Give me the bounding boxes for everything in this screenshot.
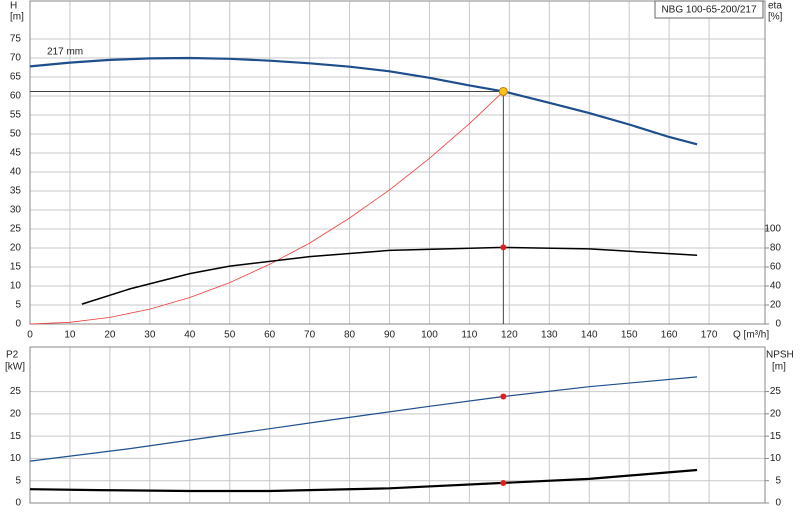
y-tick-label: 0 [15, 319, 21, 330]
chart-title: NBG 100-65-200/217 [661, 5, 757, 16]
x-tick-label: 90 [384, 330, 396, 341]
duty-point [500, 244, 507, 251]
y-tick-label: 15 [10, 262, 22, 273]
x-tick-label: 120 [501, 330, 518, 341]
y2-axis-unit: [%] [768, 12, 783, 23]
duty-point [500, 393, 507, 400]
y2-tick-label: 60 [770, 262, 782, 273]
y-tick-label: 55 [10, 110, 22, 121]
y2-axis-title: eta [768, 1, 782, 12]
x-tick-label: 150 [621, 330, 638, 341]
duty-point [500, 479, 507, 486]
y-tick-label: 10 [10, 453, 22, 464]
y-tick-label: 50 [10, 129, 22, 140]
y2-tick-label: 40 [770, 281, 782, 292]
y-tick-label: 40 [10, 167, 22, 178]
y-tick-label: 0 [15, 498, 21, 509]
y-tick-label: 35 [10, 186, 22, 197]
plot-frame [29, 0, 766, 325]
x-tick-label: 80 [344, 330, 356, 341]
y2-tick-label: 5 [775, 475, 781, 486]
plot-frame [29, 346, 766, 504]
y2-tick-label: 25 [770, 386, 782, 397]
y-axis-unit: [kW] [5, 362, 25, 373]
y-tick-label: 5 [15, 300, 21, 311]
y-tick-label: 75 [10, 34, 22, 45]
y-tick-label: 25 [10, 224, 22, 235]
y-tick-label: 45 [10, 148, 22, 159]
x-axis-title: Q [m³/h] [733, 330, 769, 341]
x-tick-label: 20 [104, 330, 116, 341]
x-tick-label: 30 [144, 330, 156, 341]
y-tick-label: 20 [10, 243, 22, 254]
x-tick-label: 0 [27, 330, 33, 341]
curve [29, 91, 504, 325]
y-tick-label: 10 [10, 281, 22, 292]
y2-axis-unit: [m] [772, 362, 786, 373]
y2-tick-label: 20 [770, 300, 782, 311]
curve [29, 376, 698, 462]
y-tick-label: 25 [10, 386, 22, 397]
x-tick-label: 170 [701, 330, 718, 341]
y-axis-title: P2 [6, 350, 19, 361]
x-tick-label: 10 [64, 330, 76, 341]
y2-tick-label: 100 [764, 224, 781, 235]
x-tick-label: 70 [304, 330, 316, 341]
y-tick-label: 5 [15, 475, 21, 486]
y2-tick-label: 10 [770, 453, 782, 464]
title-box [654, 0, 764, 19]
curve [29, 56, 698, 146]
curve [81, 246, 698, 305]
x-tick-label: 130 [541, 330, 558, 341]
y-axis-unit: [m] [10, 12, 24, 23]
x-tick-label: 160 [661, 330, 678, 341]
x-tick-label: 50 [224, 330, 236, 341]
y-axis-title: H [10, 1, 17, 12]
y-tick-label: 65 [10, 72, 22, 83]
y2-tick-label: 0 [775, 319, 781, 330]
x-tick-label: 40 [184, 330, 196, 341]
x-tick-label: 100 [421, 330, 438, 341]
grid-layer [29, 1, 765, 504]
x-tick-label: 110 [461, 330, 477, 341]
y2-tick-label: 20 [770, 408, 782, 419]
y-tick-label: 30 [10, 205, 22, 216]
curve [29, 468, 698, 493]
y2-axis-title: NPSH [766, 350, 794, 361]
y2-tick-label: 15 [770, 431, 782, 442]
y2-tick-label: 0 [775, 498, 781, 509]
x-tick-label: 140 [581, 330, 598, 341]
y-tick-label: 70 [10, 53, 22, 64]
curve-label: 217 mm [47, 47, 83, 58]
y-tick-label: 20 [10, 408, 22, 419]
y-tick-label: 15 [10, 431, 22, 442]
duty-point [498, 86, 508, 96]
y2-tick-label: 80 [770, 243, 782, 254]
x-tick-label: 60 [264, 330, 276, 341]
y-tick-label: 60 [10, 91, 22, 102]
